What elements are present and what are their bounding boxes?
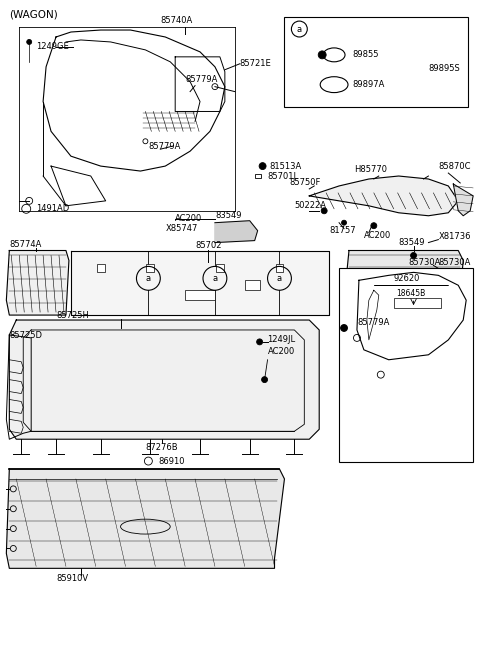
Bar [216, 265, 224, 272]
Text: a: a [146, 274, 151, 283]
Bar [185, 291, 215, 300]
Circle shape [257, 339, 263, 345]
Text: 18645B: 18645B [396, 289, 426, 298]
Polygon shape [344, 250, 463, 315]
Text: 1249JL: 1249JL [267, 335, 296, 345]
Bar [97, 265, 105, 272]
Text: 83549: 83549 [399, 238, 425, 247]
Text: 85725D: 85725D [9, 332, 42, 341]
Circle shape [371, 223, 377, 229]
Circle shape [27, 40, 32, 44]
Text: X85747: X85747 [165, 224, 198, 233]
Bar [285, 17, 468, 107]
Text: 89897A: 89897A [352, 80, 384, 89]
Bar [245, 280, 260, 291]
Bar [146, 265, 155, 272]
Polygon shape [71, 250, 329, 315]
Circle shape [340, 324, 348, 332]
Text: 92620: 92620 [394, 274, 420, 283]
Text: 50222A: 50222A [294, 202, 326, 211]
Text: 81757: 81757 [329, 226, 356, 235]
Circle shape [321, 208, 327, 214]
Text: H85770: H85770 [354, 164, 387, 174]
Text: 85774A: 85774A [9, 240, 42, 249]
Text: 81513A: 81513A [270, 162, 302, 170]
Text: a: a [277, 274, 282, 283]
Text: 87276B: 87276B [145, 443, 178, 452]
Circle shape [262, 376, 267, 383]
Text: 85725H: 85725H [56, 311, 89, 320]
Text: 85779A: 85779A [357, 317, 389, 326]
Polygon shape [453, 184, 473, 216]
Bar [276, 265, 284, 272]
Text: 85870C: 85870C [438, 162, 471, 170]
Text: 85730A: 85730A [438, 258, 471, 267]
Polygon shape [309, 176, 458, 216]
Text: 83549: 83549 [215, 211, 241, 220]
Text: 1125KB: 1125KB [351, 320, 384, 330]
Text: 1249GE: 1249GE [36, 42, 69, 51]
Text: 85701L: 85701L [267, 172, 299, 181]
Polygon shape [6, 250, 69, 315]
Text: 89895S: 89895S [429, 64, 460, 73]
Polygon shape [6, 469, 285, 568]
Text: 89855: 89855 [352, 50, 378, 59]
Text: X81736: X81736 [438, 232, 471, 241]
Text: 85730A: 85730A [408, 258, 441, 267]
Polygon shape [9, 320, 319, 439]
Text: AC200: AC200 [175, 214, 203, 223]
Circle shape [410, 252, 417, 259]
Circle shape [259, 162, 266, 170]
Circle shape [318, 51, 326, 59]
Text: 85910V: 85910V [56, 574, 88, 583]
Text: 1491AD: 1491AD [36, 204, 70, 213]
Text: 85779A: 85779A [148, 142, 181, 151]
Text: a: a [297, 25, 302, 34]
Bar [339, 268, 473, 462]
Polygon shape [215, 221, 258, 242]
Text: 86910: 86910 [158, 456, 185, 465]
Text: 85750F: 85750F [289, 179, 321, 187]
Circle shape [342, 220, 347, 225]
Text: 85779A: 85779A [185, 75, 217, 84]
Text: AC200: AC200 [267, 347, 295, 356]
Text: AC200: AC200 [364, 231, 391, 240]
Text: a: a [212, 274, 217, 283]
Bar [255, 174, 261, 178]
Bar [394, 298, 442, 308]
Text: 85721E: 85721E [240, 59, 272, 68]
Text: 85702: 85702 [195, 241, 222, 250]
Text: 85740A: 85740A [160, 16, 192, 25]
Text: (WAGON): (WAGON) [9, 9, 58, 19]
